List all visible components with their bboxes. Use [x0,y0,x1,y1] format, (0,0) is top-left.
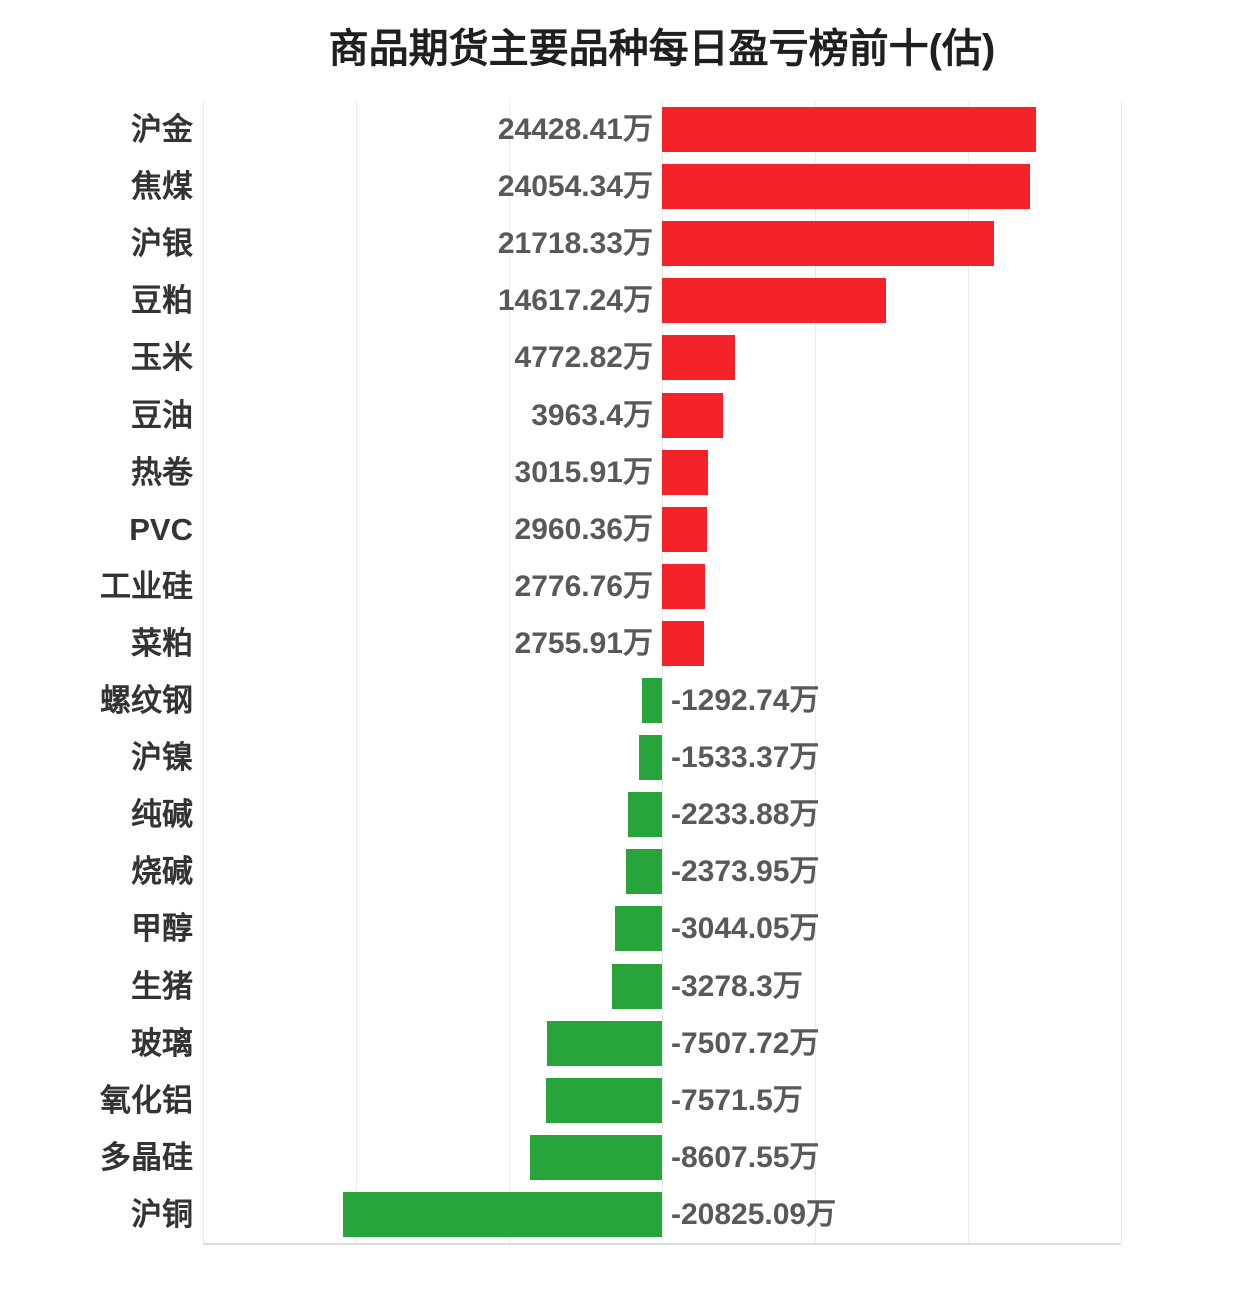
bar [627,792,662,838]
value-label: 14617.24万 [497,284,653,318]
category-label: 多晶硅 [100,1139,193,1175]
category-label: 豆粕 [131,283,193,319]
bar [662,620,705,666]
value-label: -1292.74万 [671,684,820,717]
category-label: 氧化铝 [100,1082,193,1118]
value-label: -3278.3万 [671,969,803,1003]
category-label: 工业硅 [100,568,193,604]
value-label: -20825.09万 [671,1198,837,1231]
bar [662,392,723,438]
value-label: 3015.91万 [514,455,653,489]
value-label: 2960.36万 [514,512,653,546]
bar [662,164,1030,210]
bar [662,335,735,381]
bar [662,278,886,324]
bar [638,735,662,781]
value-label: 2755.91万 [514,626,653,660]
category-label: 豆油 [131,397,193,433]
category-label: 沪金 [131,112,193,147]
bar [547,1020,662,1066]
category-label: 热卷 [131,454,193,490]
bar [662,107,1036,152]
category-label: 玻璃 [131,1025,193,1061]
category-label: 沪镍 [131,740,193,776]
gridline [815,101,816,1243]
bar [615,906,662,952]
category-label: 沪银 [131,226,193,262]
gridline [968,101,969,1243]
category-label: 玉米 [131,340,193,376]
gridline [356,101,357,1243]
value-label: -2373.95万 [671,855,820,889]
bar [530,1134,662,1180]
gridline [1121,101,1122,1243]
category-label: 甲醇 [131,911,193,947]
value-label: 3963.4万 [531,398,653,432]
chart-title: 商品期货主要品种每日盈亏榜前十(估) [328,27,996,71]
category-label: 焦煤 [131,169,193,205]
gridline [203,101,204,1243]
value-label: -2233.88万 [671,798,820,832]
bar [662,506,708,552]
category-label: 沪铜 [131,1197,193,1232]
bar [546,1077,662,1123]
value-label: -1533.37万 [671,741,820,775]
category-label: PVC [129,511,193,547]
bar [642,678,662,723]
gridline [509,101,510,1243]
bar [611,963,662,1009]
category-label: 纯碱 [131,797,193,833]
category-label: 烧碱 [131,854,193,890]
category-label: 生猪 [131,968,193,1004]
bar [662,449,709,495]
bar [662,221,995,267]
value-label: 2776.76万 [514,569,653,603]
bar [625,849,662,895]
bar [343,1192,662,1237]
x-axis-line [203,1243,1121,1245]
value-label: -8607.55万 [671,1140,820,1174]
gridline [662,101,663,1243]
bar [662,563,705,609]
value-label: 4772.82万 [514,341,653,375]
value-label: -7571.5万 [671,1083,803,1117]
value-label: -3044.05万 [671,912,820,946]
value-label: 24428.41万 [497,113,653,146]
value-label: 21718.33万 [497,227,653,261]
category-label: 菜粕 [131,625,193,661]
category-label: 螺纹钢 [100,683,193,718]
value-label: 24054.34万 [497,170,653,204]
value-label: -7507.72万 [671,1026,820,1060]
